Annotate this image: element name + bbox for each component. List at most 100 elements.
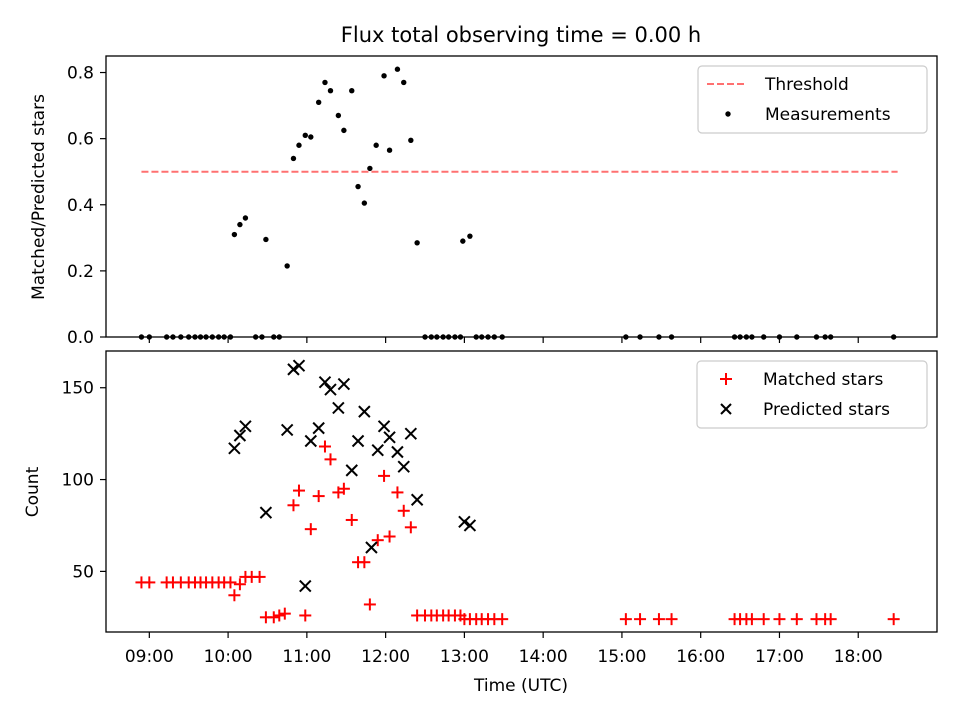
measurement-point	[381, 73, 387, 79]
measurement-point	[467, 233, 473, 239]
matched-star-point	[304, 523, 317, 536]
predicted-star-point	[358, 405, 371, 418]
measurement-point	[302, 132, 308, 139]
predicted-star-point	[351, 434, 365, 448]
matched-star-point	[790, 613, 803, 626]
measurement-point	[231, 231, 238, 238]
matched-star-point	[299, 609, 312, 622]
top-panel: 0.00.20.40.60.8 Matched/Predicted stars …	[29, 55, 938, 348]
measurement-point	[394, 66, 401, 72]
measurement-point	[349, 88, 355, 94]
top-plot-area	[138, 66, 898, 340]
bottom-y-tick-label: 50	[72, 562, 94, 582]
predicted-star-point	[391, 445, 404, 459]
matched-star-point	[358, 556, 371, 569]
matched-star-point	[143, 576, 156, 589]
measurement-point	[460, 238, 466, 244]
matched-star-point	[619, 613, 632, 626]
measurement-point	[367, 165, 373, 172]
predicted-star-point	[404, 427, 418, 440]
measurement-point	[414, 240, 420, 246]
matched-star-point	[378, 469, 391, 482]
measurement-point	[335, 112, 342, 119]
predicted-star-point	[287, 363, 300, 376]
matched-star-point	[371, 534, 384, 547]
measurement-point	[327, 88, 334, 94]
top-y-tick-label: 0.2	[67, 262, 94, 282]
predicted-star-point	[233, 429, 247, 442]
x-tick-label: 18:00	[834, 647, 883, 667]
top-axes-frame	[105, 55, 938, 338]
top-y-tick-label: 0.4	[67, 196, 94, 216]
measurement-point	[237, 221, 243, 228]
x-tick-label: 13:00	[440, 647, 489, 667]
measurement-point	[290, 155, 297, 162]
matched-star-point	[824, 613, 837, 626]
matched-star-point	[278, 607, 291, 620]
predicted-star-point	[299, 579, 312, 593]
matched-star-point	[363, 598, 376, 611]
top-legend-box	[697, 65, 928, 134]
legend-predicted-label: Predicted stars	[763, 400, 890, 420]
measurement-point	[284, 263, 290, 269]
matched-star-point	[757, 613, 770, 626]
predicted-star-point	[318, 376, 332, 389]
matched-star-point	[397, 504, 410, 517]
matched-star-point	[634, 613, 647, 626]
matched-star-point	[745, 613, 758, 626]
legend-matched-label: Matched stars	[763, 370, 883, 390]
bottom-axes-frame	[105, 350, 938, 633]
top-legend: Threshold Measurements	[697, 65, 928, 134]
x-tick-label: 16:00	[676, 647, 725, 667]
top-y-axis: 0.0 0.2 0.4 0.6 0.8	[67, 64, 106, 348]
predicted-star-point	[228, 442, 241, 455]
matched-star-point	[345, 513, 358, 526]
measurements-legend-marker	[725, 111, 731, 117]
predicted-star-point	[345, 464, 358, 477]
predicted-star-point	[259, 506, 273, 519]
bottom-legend-box	[696, 360, 928, 429]
measurement-point	[373, 142, 379, 148]
matched-star-point	[496, 613, 509, 626]
predicted-star-point	[280, 423, 294, 437]
predicted-star-point	[332, 401, 345, 415]
matched-star-point	[224, 576, 237, 589]
matched-star-point	[253, 570, 266, 583]
matched-star-point	[404, 521, 417, 534]
matched-star-point	[267, 611, 280, 624]
matched-star-point	[887, 613, 900, 626]
measurement-point	[315, 99, 322, 105]
predicted-star-point	[304, 434, 318, 448]
x-tick-label: 09:00	[125, 647, 174, 667]
x-axis-title: Time (UTC)	[473, 676, 568, 696]
top-y-tick-label: 0.0	[67, 328, 94, 348]
bottom-y-tick-label: 100	[62, 471, 94, 491]
matched-star-point	[228, 589, 241, 602]
x-tick-label: 17:00	[755, 647, 804, 667]
matched-legend-marker	[720, 373, 732, 385]
predicted-star-point	[292, 359, 306, 372]
measurement-point	[408, 137, 414, 143]
legend-threshold-label: Threshold	[764, 75, 849, 95]
predicted-star-point	[324, 383, 337, 396]
x-tick-label: 12:00	[361, 647, 410, 667]
predicted-star-point	[458, 515, 471, 529]
predicted-star-point	[365, 541, 378, 554]
matched-star-point	[652, 613, 665, 626]
predicted-star-point	[410, 493, 424, 506]
bottom-y-axis: 50 100 150	[62, 379, 106, 582]
predicted-star-point	[371, 443, 384, 457]
matched-star-point	[318, 440, 331, 453]
matched-star-point	[292, 484, 305, 497]
predicted-star-point	[312, 421, 325, 435]
predicted-legend-marker	[720, 403, 732, 415]
top-y-tick-label: 0.8	[67, 64, 94, 84]
predicted-star-point	[239, 420, 252, 433]
legend-measurements-label: Measurements	[765, 105, 891, 125]
measurement-point	[341, 127, 347, 134]
bottom-plot-area	[135, 359, 900, 626]
measurement-point	[355, 183, 361, 190]
measurement-point	[401, 79, 407, 86]
matched-star-point	[324, 453, 337, 466]
